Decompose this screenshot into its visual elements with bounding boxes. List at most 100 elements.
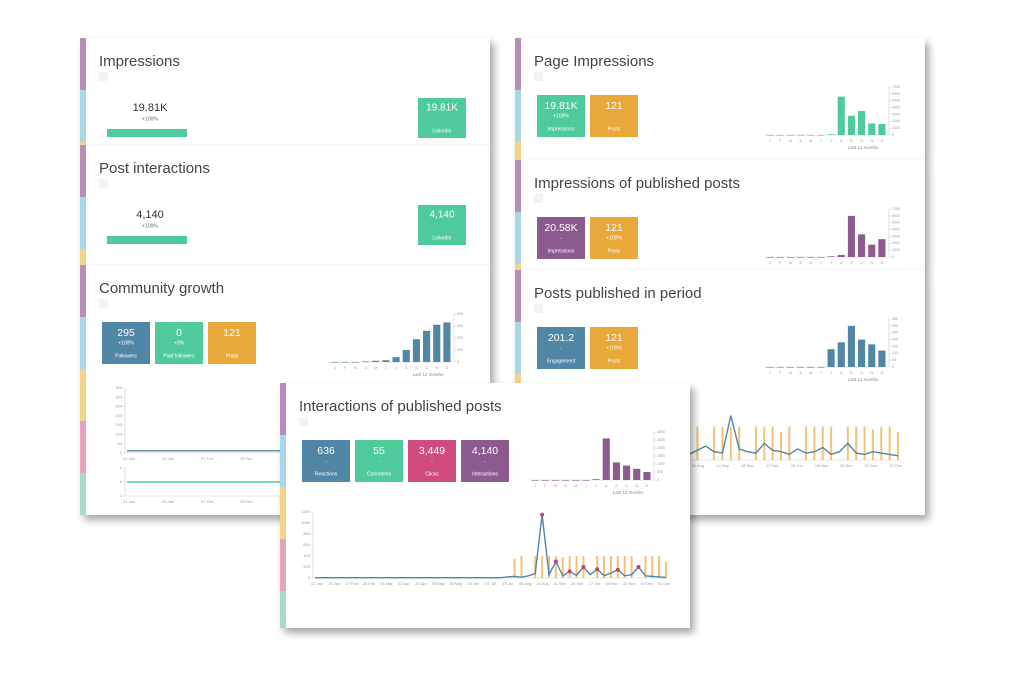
x-tick-label: N (870, 139, 873, 143)
y-tick-label: 2500 (657, 438, 665, 442)
y-tick-label: 200 (892, 337, 898, 341)
title-placeholder (299, 417, 308, 426)
kpi-label: Impressions (548, 248, 575, 254)
y-tick-label: 300 (115, 394, 122, 399)
summary-change: +100% (142, 116, 158, 122)
x-tick-label: J (830, 261, 832, 265)
bar (766, 367, 774, 368)
x-tick-label: J (334, 366, 336, 370)
y-tick-label: 6000 (892, 214, 900, 218)
tile-label: LinkedIn (433, 128, 452, 134)
kpi-value: 201.2 (548, 332, 574, 344)
kpi-tile (155, 322, 203, 364)
spike-marker (615, 567, 620, 572)
bar (776, 257, 784, 258)
post-bar (603, 556, 606, 578)
kpi-label: Interactions (472, 471, 498, 477)
trend-line (315, 514, 667, 579)
x-tick-label: 26 May (449, 581, 462, 586)
bar (837, 342, 845, 367)
x-tick-label: S (850, 371, 853, 375)
post-bar (616, 556, 619, 578)
kpi-change: - (560, 345, 562, 351)
x-tick-label: 01 Jul (485, 581, 496, 586)
bar (341, 362, 349, 363)
x-tick-label: 07 Feb (201, 499, 214, 504)
x-tick-label: 31 Dec (658, 581, 671, 586)
y-tick-label: 5000 (892, 99, 900, 103)
post-bar (830, 426, 833, 460)
x-tick-label: 20 Jan (162, 456, 174, 461)
x-tick-label: 26 Oct (791, 463, 804, 468)
x-tick-label: 29 Sep (571, 581, 584, 586)
section-title: Page Impressions (534, 53, 654, 70)
kpi-value: 55 (373, 445, 385, 457)
title-placeholder (99, 72, 108, 81)
card-stripe (80, 38, 86, 90)
y-tick-label: 7000 (892, 207, 900, 211)
section-title: Impressions (99, 53, 180, 70)
bar (797, 367, 805, 368)
kpi-value: 19.81K (544, 100, 577, 112)
post-bar (888, 426, 891, 460)
x-tick-label: A (564, 484, 567, 488)
y-tick-label: 4000 (892, 105, 900, 109)
x-tick-label: A (799, 139, 802, 143)
y-tick-label: 350 (115, 385, 122, 390)
bar (612, 462, 620, 480)
y-tick-label: 0 (120, 450, 123, 455)
kpi-change: +100% (606, 345, 622, 351)
card-stripe (515, 160, 521, 212)
y-tick-label: 7000 (892, 85, 900, 89)
x-tick-label: 10 Dec (640, 581, 653, 586)
card-stripe (515, 90, 521, 142)
kpi-change: +100% (606, 235, 622, 241)
bar (817, 135, 825, 136)
x-tick-label: J (820, 371, 822, 375)
card-stripe (280, 539, 286, 591)
kpi-change: - (613, 113, 615, 119)
title-placeholder (99, 179, 108, 188)
bar (827, 134, 835, 135)
x-tick-label: D (446, 366, 449, 370)
x-tick-label: 21 Dec (890, 463, 903, 468)
kpi-value: 121 (605, 332, 623, 344)
kpi-change: - (378, 458, 380, 464)
y-tick-label: 1500 (657, 454, 665, 458)
x-tick-label: 09 Nov (815, 463, 828, 468)
bar (766, 257, 774, 258)
card-stripe (80, 473, 86, 515)
bar (847, 215, 855, 257)
post-bar (596, 556, 599, 578)
x-tick-label: F (779, 371, 781, 375)
kpi-tile (537, 327, 585, 369)
card-stripe (80, 369, 86, 421)
kpi-value: 4,140 (472, 445, 498, 457)
x-tick-label: D (881, 139, 884, 143)
x-tick-label: S (615, 484, 618, 488)
x-tick-label: M (789, 139, 792, 143)
y-tick-label: 150 (892, 344, 898, 348)
y-tick-label: 800 (303, 531, 310, 536)
x-tick-label: 24 Aug (536, 581, 548, 586)
kpi-label: Paid followers (163, 353, 195, 359)
x-tick-label: M (809, 261, 812, 265)
card-stripe (80, 197, 86, 249)
x-tick-label: O (625, 484, 628, 488)
y-tick-label: 150 (115, 422, 122, 427)
card-stripe (515, 142, 521, 160)
spike-marker (636, 565, 641, 569)
kpi-label: Clicks (425, 471, 439, 477)
spike-marker (540, 512, 545, 517)
kpi-label: Followers (115, 353, 137, 359)
card-stripe (280, 591, 286, 628)
kpi-label: Posts (608, 248, 621, 254)
y-tick-label: 6000 (892, 92, 900, 96)
bar (562, 480, 570, 481)
bar (858, 111, 866, 135)
post-bar (548, 556, 550, 578)
x-tick-label: 19 Jul (503, 581, 514, 586)
summary-value: 4,140 (136, 209, 164, 221)
